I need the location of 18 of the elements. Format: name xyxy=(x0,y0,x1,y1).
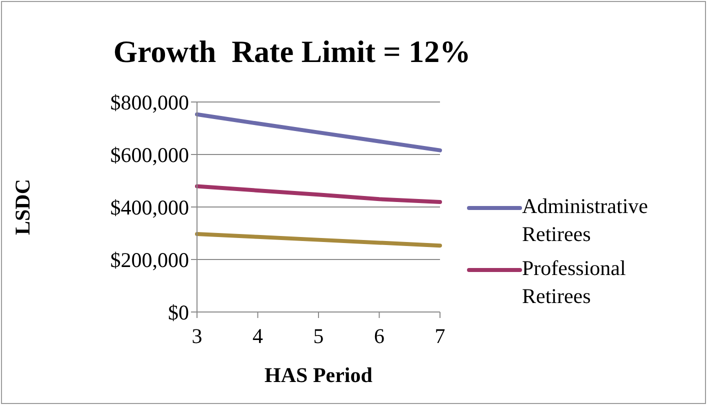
line-series xyxy=(195,184,442,204)
legend-label: Administrative Retirees xyxy=(522,193,649,248)
x-tick-label: 6 xyxy=(374,324,384,348)
y-tick-label: $800,000 xyxy=(110,90,189,114)
y-axis-title: LSDC xyxy=(10,178,34,236)
y-tick-label: $200,000 xyxy=(110,248,189,272)
x-axis-title: HAS Period xyxy=(264,363,373,387)
y-tick-label: $0 xyxy=(168,300,189,324)
x-tick-label: 7 xyxy=(434,324,446,348)
legend-label: Professional Retirees xyxy=(522,255,627,310)
line-series xyxy=(195,112,442,152)
x-tick-label: 4 xyxy=(252,324,264,348)
y-tick-label: $400,000 xyxy=(110,195,189,220)
line-series xyxy=(195,232,442,248)
y-tick-label: $600,000 xyxy=(110,142,189,167)
x-tick-label: 3 xyxy=(192,324,202,348)
chart-title: Growth Rate Limit = 12% xyxy=(112,34,472,70)
x-tick-label: 5 xyxy=(313,324,324,348)
